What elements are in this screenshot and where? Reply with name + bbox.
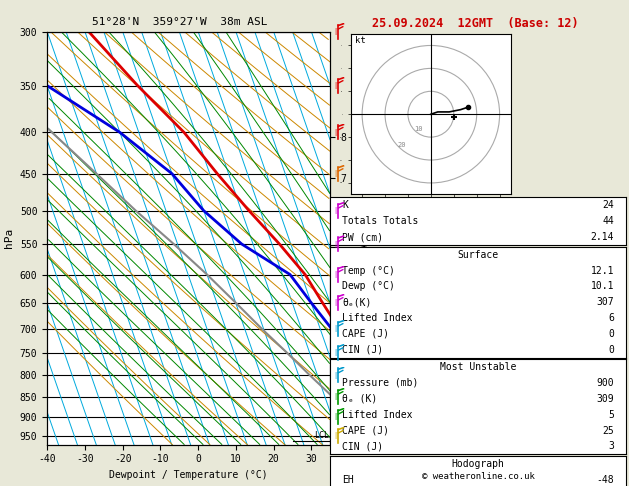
Text: 6: 6 <box>608 313 614 323</box>
Text: -48: -48 <box>596 475 614 485</box>
Text: |: | <box>333 325 338 332</box>
Text: Most Unstable: Most Unstable <box>440 362 516 372</box>
Text: 10: 10 <box>415 126 423 132</box>
Text: Pressure (mb): Pressure (mb) <box>342 378 418 388</box>
Text: 51°28'N  359°27'W  38m ASL: 51°28'N 359°27'W 38m ASL <box>91 17 267 27</box>
Text: 12.1: 12.1 <box>591 266 614 276</box>
Text: K: K <box>342 200 348 210</box>
Text: Totals Totals: Totals Totals <box>342 216 418 226</box>
Text: |: | <box>333 271 338 278</box>
Text: 20: 20 <box>398 142 406 148</box>
Text: CAPE (J): CAPE (J) <box>342 426 389 435</box>
Text: CIN (J): CIN (J) <box>342 345 383 355</box>
Text: 0: 0 <box>608 345 614 355</box>
Text: © weatheronline.co.uk: © weatheronline.co.uk <box>421 472 535 481</box>
Text: |: | <box>333 372 338 379</box>
Text: 2.14: 2.14 <box>591 232 614 243</box>
Text: |: | <box>333 432 338 439</box>
Legend: Temperature, Dewpoint, Parcel Trajectory, Dry Adiabat, Wet Adiabat, Isotherm, Mi: Temperature, Dewpoint, Parcel Trajectory… <box>353 32 479 115</box>
Text: 5: 5 <box>608 410 614 420</box>
Text: 307: 307 <box>596 297 614 307</box>
Text: CAPE (J): CAPE (J) <box>342 329 389 339</box>
X-axis label: Dewpoint / Temperature (°C): Dewpoint / Temperature (°C) <box>109 470 268 480</box>
Text: 44: 44 <box>603 216 614 226</box>
Text: |: | <box>333 413 338 420</box>
Text: Hodograph: Hodograph <box>452 459 504 469</box>
Text: 309: 309 <box>596 394 614 404</box>
Text: Lifted Index: Lifted Index <box>342 313 413 323</box>
Text: EH: EH <box>342 475 353 485</box>
Text: |: | <box>333 28 338 35</box>
Text: 24: 24 <box>603 200 614 210</box>
Text: θₑ(K): θₑ(K) <box>342 297 372 307</box>
Text: 0: 0 <box>608 329 614 339</box>
Text: θₑ (K): θₑ (K) <box>342 394 377 404</box>
Text: |: | <box>333 170 338 177</box>
Text: |: | <box>333 129 338 136</box>
Y-axis label: km
ASL: km ASL <box>348 229 370 247</box>
Text: 10.1: 10.1 <box>591 281 614 292</box>
Text: Temp (°C): Temp (°C) <box>342 266 395 276</box>
Text: kt: kt <box>355 36 366 45</box>
Text: 900: 900 <box>596 378 614 388</box>
Text: |: | <box>333 82 338 89</box>
Text: |: | <box>333 349 338 356</box>
Text: LCL: LCL <box>314 431 329 440</box>
Text: 25: 25 <box>603 426 614 435</box>
Y-axis label: hPa: hPa <box>4 228 14 248</box>
Text: |: | <box>333 207 338 214</box>
Text: |: | <box>333 393 338 400</box>
Text: |: | <box>333 299 338 306</box>
Text: CIN (J): CIN (J) <box>342 441 383 451</box>
Text: PW (cm): PW (cm) <box>342 232 383 243</box>
Text: |: | <box>333 241 338 247</box>
Text: Surface: Surface <box>457 250 499 260</box>
Text: 25.09.2024  12GMT  (Base: 12): 25.09.2024 12GMT (Base: 12) <box>372 17 578 30</box>
Text: 3: 3 <box>608 441 614 451</box>
Text: Lifted Index: Lifted Index <box>342 410 413 420</box>
Text: Dewp (°C): Dewp (°C) <box>342 281 395 292</box>
